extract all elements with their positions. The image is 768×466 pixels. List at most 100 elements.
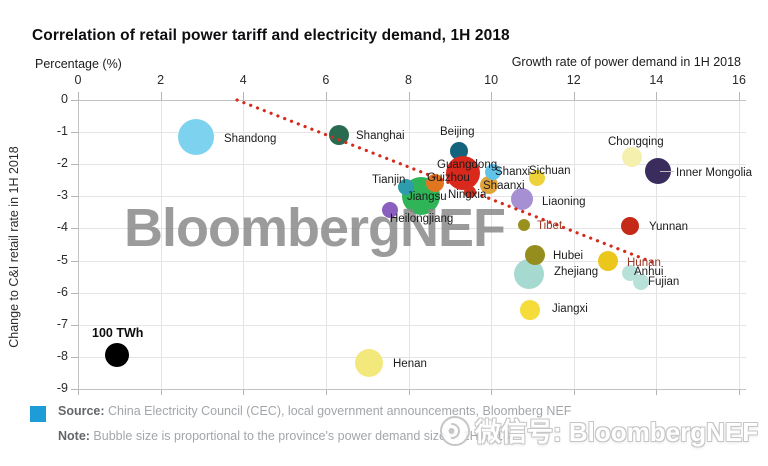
x-tick-mark bbox=[78, 92, 79, 100]
bubble-jiangxi bbox=[520, 300, 541, 321]
x-axis-label: Growth rate of power demand in 1H 2018 bbox=[511, 55, 741, 69]
y-tick-label: -2 bbox=[56, 156, 68, 171]
chart-title: Correlation of retail power tariff and e… bbox=[32, 27, 510, 44]
y-tick-mark bbox=[71, 260, 78, 262]
x-tick-mark bbox=[656, 92, 658, 100]
y-tick-label: -3 bbox=[56, 188, 68, 203]
x-axis-line-top bbox=[78, 100, 746, 101]
x-gridline bbox=[160, 100, 162, 389]
bubble-tibet bbox=[518, 218, 531, 231]
note-text: Bubble size is proportional to the provi… bbox=[89, 429, 510, 443]
x-tick-label: 14 bbox=[649, 73, 664, 87]
x-tick-mark-bottom bbox=[243, 389, 245, 395]
x-tick-mark bbox=[408, 92, 410, 100]
bloombergnef-watermark: BloombergNEF bbox=[124, 198, 506, 258]
label-shanghai: Shanghai bbox=[356, 130, 405, 142]
x-tick-label: 12 bbox=[566, 73, 581, 87]
y-tick-label: -9 bbox=[56, 381, 68, 395]
x-tick-mark-bottom bbox=[160, 389, 162, 395]
x-tick-mark-bottom bbox=[491, 389, 493, 395]
source-label: Source: bbox=[58, 404, 105, 418]
x-tick-label: 16 bbox=[732, 73, 746, 87]
bubble-fujian bbox=[632, 274, 649, 291]
y-gridline bbox=[78, 356, 746, 358]
y-tick-label: -8 bbox=[56, 348, 68, 363]
x-tick-mark bbox=[491, 92, 493, 100]
bubble-size-legend-bubble bbox=[105, 343, 129, 367]
label-shaanxi: Shaanxi bbox=[483, 180, 525, 192]
x-tick-label: 0 bbox=[74, 73, 82, 87]
y-tick-mark bbox=[71, 228, 78, 230]
x-tick-label: 8 bbox=[405, 73, 412, 87]
label-tianjin: Tianjin bbox=[372, 174, 406, 186]
y-tick-label: -4 bbox=[56, 220, 68, 235]
y-tick-mark bbox=[71, 100, 78, 101]
x-tick-label: 2 bbox=[157, 73, 165, 87]
x-tick-mark bbox=[243, 92, 245, 100]
bubble-yunnan bbox=[620, 216, 639, 235]
bubble-henan bbox=[355, 348, 384, 377]
label-ningxia: Ningxia bbox=[448, 189, 487, 201]
label-zhejiang: Zhejiang bbox=[554, 266, 599, 278]
bubble-hubei bbox=[524, 244, 545, 265]
x-tick-label: 6 bbox=[322, 73, 330, 87]
label-tibet: Tibet bbox=[537, 220, 563, 232]
y-tick-label: -1 bbox=[56, 124, 68, 139]
y-tick-mark bbox=[71, 324, 78, 326]
x-tick-mark bbox=[325, 92, 327, 100]
x-tick-mark-bottom bbox=[408, 389, 410, 395]
y-gridline bbox=[78, 324, 746, 326]
label-heilongjiang: Heilongjiang bbox=[390, 213, 454, 225]
label-shandong: Shandong bbox=[224, 133, 277, 145]
y-axis-unit-label: Percentage (%) bbox=[35, 57, 122, 71]
y-tick-mark bbox=[71, 164, 78, 166]
source-text: China Electricity Council (CEC), local g… bbox=[104, 404, 572, 418]
label-henan: Henan bbox=[393, 358, 427, 370]
label-inner-mongolia: Inner Mongolia bbox=[676, 167, 753, 179]
label-guizhou: Guizhou bbox=[427, 172, 470, 184]
y-tick-mark bbox=[71, 356, 78, 358]
label-shanxi: Shanxi bbox=[495, 166, 531, 178]
y-tick-label: 0 bbox=[61, 92, 68, 106]
y-tick-mark bbox=[71, 196, 78, 198]
x-gridline bbox=[656, 100, 658, 389]
label-guangdong: Guangdong bbox=[437, 159, 498, 171]
label-fujian: Fujian bbox=[648, 276, 680, 288]
wechat-logo-icon bbox=[440, 415, 470, 446]
x-tick-mark bbox=[573, 92, 575, 100]
y-tick-label: -7 bbox=[56, 316, 68, 331]
bubble-hunan bbox=[597, 251, 618, 272]
x-tick-mark-bottom bbox=[78, 389, 79, 395]
x-tick-mark-bottom bbox=[325, 389, 327, 395]
label-liaoning: Liaoning bbox=[542, 196, 586, 208]
y-tick-label: -5 bbox=[56, 252, 68, 267]
x-tick-mark bbox=[739, 92, 740, 100]
x-tick-label: 4 bbox=[239, 73, 247, 87]
y-tick-mark bbox=[71, 292, 78, 294]
label-anhui: Anhui bbox=[634, 266, 664, 278]
y-tick-mark bbox=[71, 389, 78, 390]
bubble-size-legend-label: 100 TWh bbox=[92, 326, 144, 340]
label-leader-line bbox=[660, 171, 674, 173]
wechat-account-text: 微信号: BloombergNEF bbox=[475, 417, 759, 447]
source-line: Source: China Electricity Council (CEC),… bbox=[58, 404, 571, 418]
bubble-shanghai bbox=[329, 125, 350, 146]
x-gridline bbox=[573, 100, 575, 389]
label-jiangsu: Jiangsu bbox=[407, 191, 447, 203]
label-chongqing: Chongqing bbox=[608, 136, 664, 148]
x-gridline bbox=[739, 100, 740, 389]
x-tick-label: 10 bbox=[484, 73, 499, 87]
y-tick-mark bbox=[71, 132, 78, 134]
label-beijing: Beijing bbox=[440, 126, 475, 138]
wechat-watermark: 微信号: BloombergNEF bbox=[438, 412, 758, 449]
label-sichuan: Sichuan bbox=[529, 165, 571, 177]
x-tick-mark-bottom bbox=[573, 389, 575, 395]
y-axis-label: Change to C&I retail rate in 1H 2018 bbox=[7, 146, 21, 348]
x-axis-line-bottom bbox=[78, 389, 746, 390]
bubble-chongqing bbox=[621, 147, 642, 168]
y-tick-label: -6 bbox=[56, 284, 68, 299]
label-hubei: Hubei bbox=[553, 250, 584, 262]
y-gridline bbox=[78, 292, 746, 294]
note-label: Note: bbox=[58, 429, 90, 443]
